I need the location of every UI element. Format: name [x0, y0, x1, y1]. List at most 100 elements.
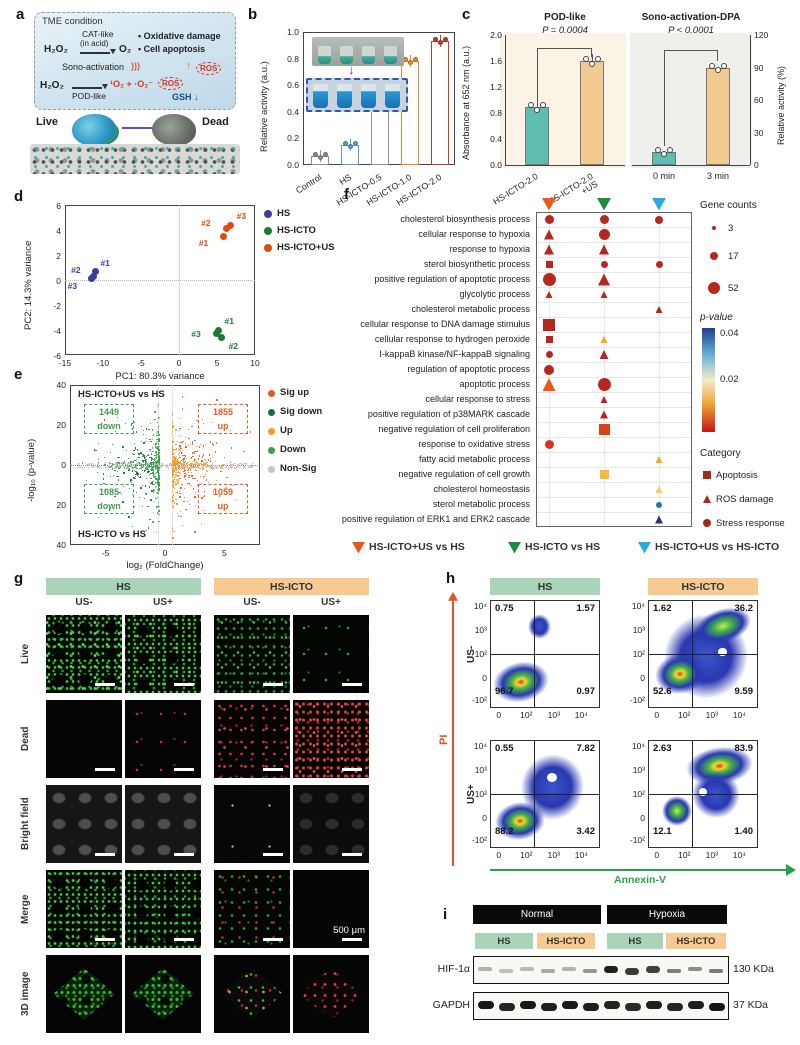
- h-xtick: 0: [496, 850, 502, 860]
- g-row-label: Bright field: [20, 797, 31, 851]
- scaffold-strip: [30, 144, 240, 174]
- e-pt-gray: [191, 463, 193, 465]
- e-pt: [175, 443, 177, 445]
- e-pt: [183, 501, 185, 503]
- e-pt: [155, 458, 158, 460]
- e-pt: [155, 456, 158, 458]
- e-pt: [135, 458, 138, 460]
- e-pt: [178, 471, 180, 473]
- e-pt-gray: [227, 466, 230, 469]
- e-pt-gray: [179, 463, 181, 465]
- e-pt: [172, 473, 174, 475]
- e-pt: [172, 442, 175, 444]
- e-pt: [176, 503, 178, 505]
- f-dot-square: [545, 336, 553, 343]
- bullet-oxidative: • Oxidative damage: [138, 31, 221, 41]
- panel-letter: h: [446, 570, 456, 587]
- f-dot-triangle: [655, 306, 663, 313]
- b-inset1-tube: [362, 46, 375, 64]
- e-pt-gray: [131, 465, 133, 467]
- e-pt: [122, 501, 124, 503]
- scale-bar: [342, 853, 362, 856]
- e-pt: [192, 443, 194, 445]
- e-pt: [112, 463, 114, 465]
- e-pt: [157, 487, 160, 489]
- h-xtick: 0: [654, 710, 660, 720]
- e-pt: [123, 472, 125, 474]
- e-pt: [145, 456, 147, 459]
- e-pt: [207, 459, 210, 461]
- e-pt: [175, 463, 178, 465]
- e-pt: [156, 479, 159, 481]
- c2-bracket-h: [664, 50, 718, 52]
- e-pt: [171, 414, 174, 416]
- e-pt: [125, 462, 127, 465]
- e-pt: [158, 448, 160, 450]
- f-term-label: positive regulation of p38MARK cascade: [367, 409, 530, 419]
- e-pt: [190, 469, 192, 471]
- d-point-label: #3: [236, 211, 247, 221]
- e-pt: [114, 495, 116, 498]
- e-pt-gray: [207, 465, 210, 467]
- e-pt-gray: [94, 466, 96, 468]
- e-pt: [171, 457, 173, 460]
- e-pt: [175, 459, 177, 461]
- e-pt: [171, 481, 174, 483]
- e-box-bottomleft: 1085 down: [84, 484, 134, 514]
- e-pt-gray: [105, 467, 108, 469]
- e-pt: [204, 459, 206, 461]
- e-pt: [171, 527, 173, 529]
- i-group-band: HS: [475, 933, 533, 949]
- e-pt: [179, 417, 182, 419]
- e-pt: [156, 469, 158, 471]
- e-pt: [176, 441, 178, 443]
- e-pt: [171, 427, 174, 430]
- e-pt: [152, 438, 154, 440]
- d-point-label: #1: [100, 257, 110, 268]
- b-ytick: 0.4: [287, 106, 299, 117]
- f-pvalue-top-label: 0.04: [720, 328, 739, 339]
- e-pt: [154, 446, 157, 448]
- g-image-3D image-3: [293, 955, 369, 1033]
- e-pt: [158, 456, 160, 458]
- e-pt-gray: [154, 466, 156, 468]
- e-pt: [152, 480, 154, 482]
- e-pt: [136, 460, 138, 463]
- e-pt-gray: [176, 464, 178, 466]
- e-pt: [147, 454, 149, 456]
- e-pt: [157, 464, 159, 466]
- e-pt: [182, 467, 184, 469]
- g-image-Merge-0: [46, 870, 122, 948]
- e-pt: [131, 422, 133, 424]
- h-flow-plot: 2.63 83.9 12.1 1.40: [648, 740, 758, 848]
- e-pt: [171, 490, 173, 492]
- e-pt: [158, 467, 160, 469]
- e-pt: [155, 451, 157, 454]
- e-pt: [178, 448, 180, 450]
- e-pt-gray: [202, 465, 205, 468]
- e-pt: [187, 462, 190, 464]
- e-pt: [158, 455, 160, 458]
- e-pt: [120, 461, 123, 464]
- f-dot-square: [598, 424, 610, 435]
- e-pt: [207, 465, 209, 467]
- e-pt: [156, 506, 158, 508]
- e-pt: [155, 481, 157, 484]
- e-pt-gray: [133, 464, 135, 466]
- f-dot-circle: [600, 261, 608, 268]
- e-pt-gray: [220, 466, 222, 468]
- e-pt: [171, 463, 174, 465]
- f-gridline-h: [537, 452, 691, 453]
- e-pt: [179, 445, 181, 447]
- e-pt: [152, 446, 154, 448]
- h-xtick: 10³: [547, 850, 560, 860]
- g-image-Bright field-1: [125, 785, 201, 863]
- e-pt: [173, 530, 175, 532]
- e-pt: [133, 449, 135, 451]
- e-pt: [154, 459, 156, 461]
- f-term-label: regulation of apoptotic process: [407, 364, 530, 374]
- f-gridline-h: [537, 437, 691, 438]
- e-pt: [136, 463, 138, 465]
- e-pt: [138, 453, 140, 455]
- f-dot-circle: [655, 261, 663, 268]
